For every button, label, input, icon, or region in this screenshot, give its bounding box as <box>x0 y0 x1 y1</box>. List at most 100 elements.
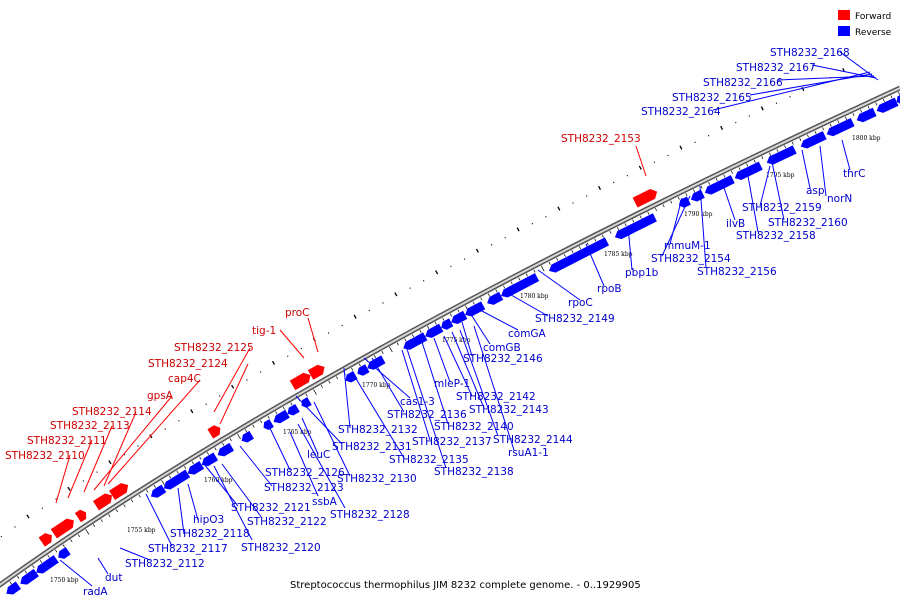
leader-line <box>363 357 411 399</box>
gene-label: STH8232_2168 <box>770 47 850 59</box>
forward-gene-block <box>38 533 52 547</box>
backbone-tick <box>647 211 650 215</box>
backbone-tick <box>381 350 384 354</box>
leader-line <box>97 557 109 575</box>
scale-dot <box>531 222 534 225</box>
backbone-tick <box>252 424 255 428</box>
leader-line <box>471 315 491 345</box>
leader-line <box>103 411 137 487</box>
backbone-tick <box>457 309 460 313</box>
leader-line <box>421 341 449 425</box>
gene-label: STH8232_2138 <box>434 466 514 478</box>
backbone-tick <box>108 514 111 518</box>
leader-line <box>145 493 173 547</box>
backbone-tick <box>525 273 528 277</box>
gene-label: cas1-3 <box>400 396 435 408</box>
backbone-tick <box>791 141 794 145</box>
scale-dot <box>353 314 357 319</box>
scale-dot <box>760 106 764 111</box>
gene-label: STH8232_2158 <box>736 230 816 242</box>
scale-dot <box>0 535 3 538</box>
leader-line <box>627 225 633 271</box>
scale-dot <box>341 324 343 327</box>
backbone-tick <box>867 105 870 109</box>
leader-line <box>187 483 199 521</box>
backbone-tick <box>47 554 50 558</box>
kbp-label: 1765 kbp <box>283 429 312 436</box>
gene-label: pbp1b <box>625 267 659 279</box>
kbp-label: 1750 kbp <box>50 577 79 584</box>
reverse-genes <box>6 95 900 595</box>
backbone-tick <box>100 519 103 523</box>
backbone-tick <box>115 509 118 513</box>
reverse-gene-block <box>549 237 610 273</box>
leader-line <box>371 357 405 413</box>
reverse-gene-block <box>487 291 504 305</box>
legend: Forward Reverse <box>838 10 892 38</box>
backbone-tick <box>890 95 893 99</box>
reverse-gene-block <box>704 175 735 195</box>
scale-dot <box>108 460 112 465</box>
forward-gene-block <box>289 372 311 391</box>
reverse-gene-block <box>441 318 454 330</box>
map-caption: Streptococcus thermophilus JIM 8232 comp… <box>290 580 641 591</box>
forward-genes <box>38 188 658 547</box>
backbone-tick <box>875 102 878 106</box>
backbone-tick <box>389 346 393 353</box>
gene-label: STH8232_2136 <box>387 409 467 421</box>
scale-dot <box>450 265 452 268</box>
kbp-label: 1795 kbp <box>766 172 795 179</box>
gene-label: cap4C <box>168 373 201 385</box>
reverse-gene-block <box>800 131 827 149</box>
gene-label: comGA <box>508 328 547 340</box>
reverse-gene-block <box>345 371 358 383</box>
legend-forward-swatch <box>838 10 850 20</box>
forward-gene-labels: STH8232_2110 STH8232_2111 STH8232_2113 S… <box>5 133 641 462</box>
leader-line <box>279 329 305 359</box>
gene-label: comGB <box>483 342 521 354</box>
reverse-gene-block <box>856 107 877 123</box>
leader-line <box>759 165 771 207</box>
scale-dot <box>300 347 303 350</box>
gene-label: rpoC <box>568 297 593 309</box>
gene-label: STH8232_2117 <box>148 543 228 555</box>
scale-dot <box>557 206 561 211</box>
backbone-tick <box>77 534 81 538</box>
backbone-tick <box>214 447 217 451</box>
gene-label: STH8232_2156 <box>697 266 777 278</box>
backbone-tick <box>17 575 20 579</box>
backbone-tick <box>237 433 241 440</box>
backbone-ticks <box>9 91 900 587</box>
backbone-tick <box>206 452 210 455</box>
leader-line <box>297 423 346 509</box>
reverse-gene-block <box>273 409 290 424</box>
reverse-gene-block <box>187 461 205 475</box>
gene-label: STH8232_2159 <box>742 202 822 214</box>
scale-dot <box>516 227 520 232</box>
gene-label: STH8232_2135 <box>389 454 469 466</box>
backbone-tick <box>70 539 73 543</box>
backbone-tick <box>427 325 430 329</box>
leader-line <box>771 161 785 221</box>
gene-label: STH8232_2142 <box>456 391 536 403</box>
leader-line <box>221 463 263 519</box>
backbone-tick <box>168 475 172 479</box>
leader-line <box>669 197 683 245</box>
gene-label: mmuM-1 <box>664 240 711 252</box>
scale-dot <box>613 181 615 184</box>
scale-dot <box>707 134 710 137</box>
leader-line <box>749 73 873 96</box>
backbone-tick <box>571 250 574 254</box>
leader-line <box>777 75 875 81</box>
gene-label: STH8232_2128 <box>330 509 410 521</box>
backbone-tick <box>351 367 354 371</box>
backbone-tick <box>677 196 680 200</box>
leader-line <box>819 145 827 197</box>
scale-dot <box>748 115 751 117</box>
backbone-tick <box>320 384 323 388</box>
gene-label: radA <box>83 586 108 598</box>
reverse-gene-block <box>614 213 657 240</box>
backbone-tick <box>146 489 149 493</box>
leader-line <box>343 367 351 429</box>
scale-dot <box>490 244 493 246</box>
